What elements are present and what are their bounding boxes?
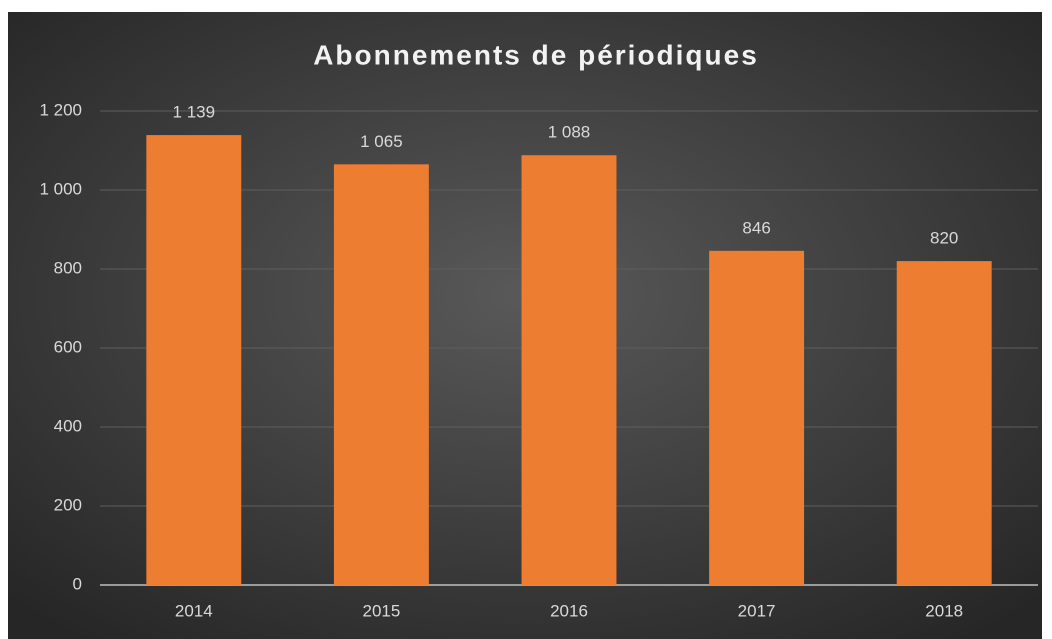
y-tick-label: 1 200 (39, 100, 82, 119)
bar (709, 250, 805, 585)
bar (146, 135, 242, 585)
y-tick-label: 0 (73, 574, 82, 593)
y-tick-label: 1 000 (39, 179, 82, 198)
x-tick-label: 2017 (738, 601, 776, 620)
x-tick-label: 2016 (550, 601, 588, 620)
y-tick-label: 400 (54, 416, 82, 435)
y-tick-label: 200 (54, 495, 82, 514)
bar (333, 164, 429, 585)
x-tick-label: 2014 (175, 601, 213, 620)
data-label: 1 065 (360, 132, 403, 151)
data-label: 1 088 (548, 123, 591, 142)
y-tick-label: 800 (54, 258, 82, 277)
bar (521, 155, 617, 586)
data-label: 846 (742, 218, 770, 237)
data-label: 820 (930, 229, 958, 248)
x-tick-label: 2018 (925, 601, 963, 620)
data-label: 1 139 (173, 103, 216, 122)
bar (896, 261, 992, 585)
y-tick-label: 600 (54, 337, 82, 356)
x-tick-label: 2015 (362, 601, 400, 620)
chart-title: Abonnements de périodiques (313, 39, 759, 70)
